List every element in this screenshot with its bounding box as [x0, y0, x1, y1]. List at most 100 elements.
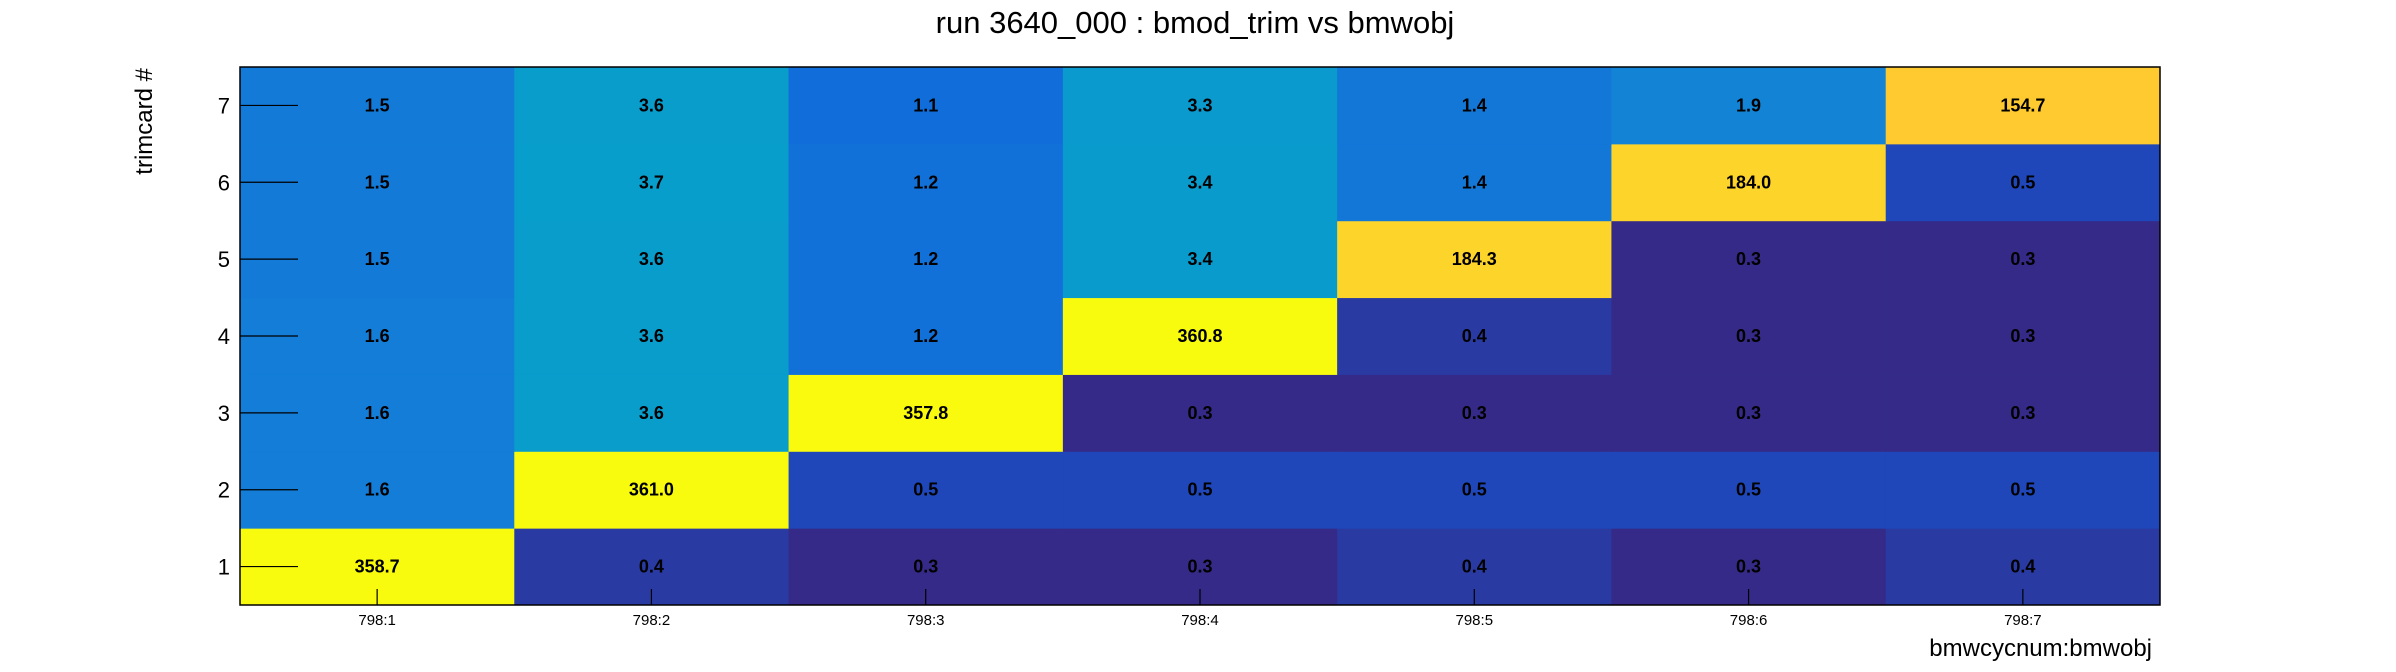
cell-value-label: 0.5	[1187, 480, 1212, 500]
heatmap-cell-5-7	[1885, 220, 2161, 299]
x-tick-label: 798:1	[358, 612, 396, 629]
heatmap-cell-5-5	[1337, 220, 1612, 299]
cell-value-label: 3.4	[1187, 249, 1212, 269]
x-tick-label: 798:5	[1456, 612, 1494, 629]
heatmap-cell-2-3	[788, 451, 1064, 529]
heatmap-cell-4-3	[788, 297, 1064, 375]
heatmap-cell-4-2	[514, 297, 790, 375]
heatmap-cell-2-4	[1062, 451, 1338, 529]
y-tick-label: 1	[218, 555, 230, 580]
cell-value-label: 3.6	[639, 403, 664, 423]
cell-value-label: 3.7	[639, 172, 664, 192]
heatmap-cell-6-3	[788, 143, 1064, 222]
heatmap-cell-3-7	[1885, 374, 2161, 452]
heatmap-cell-6-6	[1611, 143, 1887, 222]
cell-value-label: 0.4	[639, 557, 664, 577]
heatmap-cell-4-6	[1611, 297, 1887, 375]
heatmap-cell-7-7	[1885, 67, 2161, 145]
heatmap-cell-5-3	[788, 220, 1064, 299]
cell-value-label: 154.7	[2000, 95, 2045, 115]
cell-value-label: 0.3	[1187, 403, 1212, 423]
x-tick-label: 798:7	[2004, 612, 2042, 629]
cell-value-label: 0.4	[2010, 557, 2035, 577]
cell-value-label: 1.4	[1462, 172, 1487, 192]
heatmap-cell-5-6	[1611, 220, 1887, 299]
cell-value-label: 0.3	[1736, 403, 1761, 423]
cell-value-label: 3.6	[639, 326, 664, 346]
cell-value-label: 0.3	[2010, 403, 2035, 423]
cell-value-label: 3.6	[639, 95, 664, 115]
heatmap-cell-6-2	[514, 143, 790, 222]
x-tick-label: 798:6	[1730, 612, 1768, 629]
cell-value-label: 0.4	[1462, 326, 1487, 346]
heatmap-cell-7-6	[1611, 67, 1887, 145]
cell-value-label: 1.9	[1736, 95, 1761, 115]
heatmap-cell-3-6	[1611, 374, 1887, 452]
cell-value-label: 0.5	[2010, 480, 2035, 500]
cell-value-label: 0.3	[2010, 326, 2035, 346]
y-tick-label: 2	[218, 478, 230, 503]
y-axis-title: trimcard #	[131, 67, 158, 174]
cell-value-label: 184.0	[1726, 172, 1771, 192]
x-tick-label: 798:2	[633, 612, 671, 629]
cell-value-label: 361.0	[629, 480, 674, 500]
x-axis-title: bmwcycnum:bmwobj	[1929, 635, 2152, 662]
cell-value-label: 0.3	[1736, 326, 1761, 346]
cell-value-label: 357.8	[903, 403, 948, 423]
cell-value-label: 3.3	[1187, 95, 1212, 115]
cell-value-label: 0.3	[1736, 557, 1761, 577]
cell-value-label: 1.4	[1462, 95, 1487, 115]
cell-value-label: 1.1	[913, 95, 938, 115]
heatmap-cell-4-5	[1337, 297, 1612, 375]
y-tick-label: 7	[218, 93, 230, 118]
x-tick-label: 798:3	[907, 612, 945, 629]
cell-value-label: 0.5	[913, 480, 938, 500]
heatmap-cell-6-4	[1062, 143, 1338, 222]
y-tick-label: 5	[218, 247, 230, 272]
x-tick-label: 798:4	[1181, 612, 1219, 629]
cell-labels: 358.7 0.4 0.3 0.3 0.4 0.3 0.4 1.6 361.0 0.5 0.5 0.5…	[355, 95, 2046, 576]
heatmap-cell-3-2	[514, 374, 790, 452]
cell-value-label: 1.5	[365, 249, 390, 269]
heatmap-cell-3-4	[1062, 374, 1338, 452]
heatmap-cell-4-4	[1062, 297, 1338, 375]
heatmap-cell-3-3	[788, 374, 1064, 452]
heatmap-cell-2-5	[1337, 451, 1612, 529]
cell-value-label: 1.2	[913, 249, 938, 269]
cell-value-label: 1.6	[365, 480, 390, 500]
heatmap-cell-2-2	[514, 451, 790, 529]
y-tick-label: 6	[218, 170, 230, 195]
heatmap-cell-7-4	[1062, 67, 1338, 145]
cell-value-label: 1.5	[365, 172, 390, 192]
heatmap-cell-7-5	[1337, 67, 1612, 145]
cell-value-label: 0.3	[913, 557, 938, 577]
heatmap-cell-3-5	[1337, 374, 1612, 452]
heatmap-cell-7-3	[788, 67, 1064, 145]
chart-title: run 3640_000 : bmod_trim vs bmwobj	[936, 5, 1455, 40]
cell-value-label: 0.4	[1462, 557, 1487, 577]
cell-value-label: 1.6	[365, 326, 390, 346]
heatmap-cell-5-4	[1062, 220, 1338, 299]
y-axis: 1 2 3 4 5 6 7	[218, 93, 298, 580]
cell-value-label: 0.3	[1187, 557, 1212, 577]
cell-value-label: 0.3	[1462, 403, 1487, 423]
heatmap-cell-2-7	[1885, 451, 2161, 529]
cell-value-label: 0.5	[2010, 172, 2035, 192]
heatmap-cell-6-5	[1337, 143, 1612, 222]
cell-value-label: 1.6	[365, 403, 390, 423]
y-tick-label: 4	[218, 324, 230, 349]
cell-value-label: 358.7	[355, 557, 400, 577]
y-tick-label: 3	[218, 401, 230, 426]
x-axis: 798:1 798:2 798:3 798:4 798:5 798:6 798:7	[358, 589, 2042, 629]
cell-value-label: 0.3	[1736, 249, 1761, 269]
cell-value-label: 1.2	[913, 326, 938, 346]
heatmap-cell-5-2	[514, 220, 790, 299]
cell-value-label: 360.8	[1177, 326, 1222, 346]
heatmap-cell-2-6	[1611, 451, 1887, 529]
cell-value-label: 0.5	[1736, 480, 1761, 500]
heatmap-cell-6-7	[1885, 143, 2161, 222]
cell-value-label: 3.4	[1187, 172, 1212, 192]
cell-value-label: 1.5	[365, 95, 390, 115]
cell-value-label: 0.5	[1462, 480, 1487, 500]
